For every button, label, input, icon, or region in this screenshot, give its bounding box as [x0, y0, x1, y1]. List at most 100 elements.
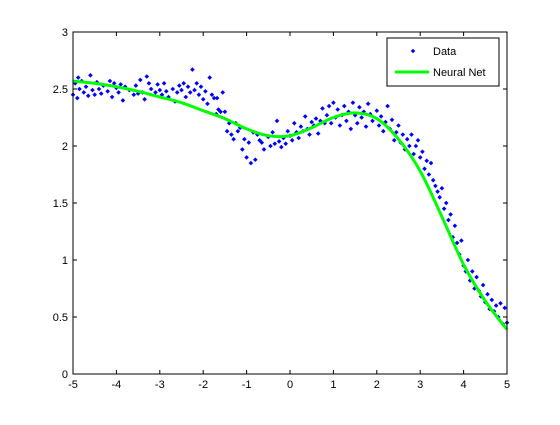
data-point — [196, 92, 202, 97]
data-point — [240, 147, 245, 152]
data-point — [381, 128, 386, 134]
data-point — [374, 108, 380, 113]
y-tick-label: 0.5 — [53, 312, 68, 324]
y-tick-label: 2.5 — [53, 84, 68, 96]
data-point — [424, 158, 429, 164]
data-point — [222, 109, 228, 115]
data-point — [244, 155, 249, 160]
data-point — [409, 132, 414, 137]
data-point — [465, 257, 471, 263]
legend-data-label: Data — [433, 46, 457, 58]
data-point — [198, 84, 204, 89]
legend-box — [386, 37, 500, 87]
data-point — [133, 83, 139, 88]
data-point — [218, 109, 223, 115]
data-point — [450, 234, 456, 240]
y-tick-label: 3 — [62, 27, 68, 39]
data-point — [313, 116, 319, 121]
x-tick-label: 4 — [461, 379, 467, 391]
data-point — [235, 128, 241, 134]
data-point — [474, 274, 479, 280]
data-point — [309, 119, 314, 125]
data-point — [118, 82, 123, 87]
data-point — [341, 103, 347, 109]
data-point — [107, 78, 113, 84]
x-tick-label: -1 — [242, 379, 252, 391]
data-point — [81, 90, 87, 95]
data-point — [283, 141, 288, 146]
data-point — [385, 103, 390, 109]
data-point — [285, 128, 291, 134]
data-point — [335, 107, 340, 112]
data-point — [292, 120, 297, 126]
data-point — [350, 100, 356, 105]
data-point — [437, 195, 442, 200]
data-point — [441, 206, 447, 211]
data-point — [220, 90, 225, 95]
data-point — [344, 118, 349, 124]
data-point — [272, 141, 278, 146]
data-point — [394, 130, 399, 135]
x-tick-label: 2 — [374, 379, 380, 391]
data-point — [326, 103, 332, 109]
data-point — [396, 123, 401, 128]
data-point — [435, 189, 440, 194]
data-point — [502, 305, 508, 311]
x-tick-label: -5 — [68, 379, 78, 391]
legend-neural-net-label: Neural Net — [433, 67, 486, 79]
data-point — [144, 74, 150, 79]
data-point — [357, 104, 362, 110]
data-point — [389, 117, 395, 123]
data-point — [192, 87, 197, 93]
data-point — [96, 86, 102, 92]
data-point — [138, 77, 143, 83]
data-point — [131, 92, 137, 97]
data-point — [90, 87, 95, 93]
data-point — [378, 114, 384, 119]
data-point — [318, 118, 323, 124]
data-point — [164, 89, 169, 94]
data-point — [289, 138, 295, 143]
data-point — [161, 81, 167, 86]
data-point — [179, 87, 184, 93]
data-point — [111, 81, 117, 86]
legend-data-marker — [410, 48, 416, 54]
data-point — [224, 128, 230, 134]
data-point — [214, 95, 220, 101]
data-point — [153, 90, 158, 95]
data-point — [337, 123, 343, 128]
x-tick-label: 3 — [417, 379, 423, 391]
data-point — [203, 89, 208, 94]
axes-layer: -5 -4 -3 -2 -1 0 1 2 3 4 5 0 0.5 1 1.5 2 2.5 3 — [53, 27, 510, 391]
data-point — [116, 90, 121, 95]
data-point — [105, 89, 110, 94]
data-point — [279, 144, 284, 150]
data-point — [452, 223, 458, 229]
data-point — [270, 130, 275, 135]
data-point — [257, 138, 262, 143]
data-point — [174, 90, 180, 95]
x-tick-label: -4 — [112, 379, 122, 391]
data-point — [307, 132, 312, 137]
data-point — [187, 90, 193, 95]
data-point — [459, 238, 464, 243]
data-point — [77, 86, 82, 92]
data-point — [428, 160, 434, 166]
legend: Data Neural Net — [386, 37, 500, 87]
data-point — [98, 91, 104, 96]
data-point — [155, 82, 160, 87]
data-point — [407, 143, 412, 149]
x-tick-label: 5 — [504, 379, 510, 391]
data-layer — [70, 67, 510, 331]
data-point — [211, 95, 217, 101]
data-point — [276, 139, 282, 144]
data-point — [315, 131, 321, 136]
data-point — [253, 157, 258, 162]
data-point — [177, 83, 182, 88]
data-point — [348, 126, 354, 132]
data-point — [443, 200, 449, 206]
data-point — [320, 106, 325, 111]
data-point — [190, 67, 195, 72]
data-point — [75, 75, 81, 80]
